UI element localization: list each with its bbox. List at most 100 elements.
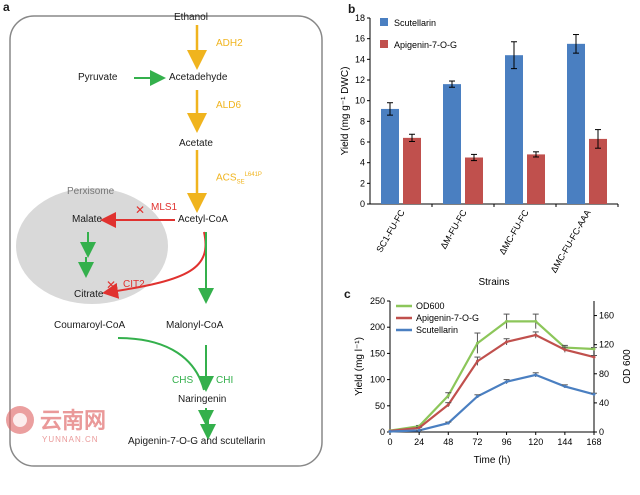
y-tick-label: 2 (360, 178, 365, 188)
metabolite-malonyl-coa: Malonyl-CoA (166, 320, 224, 331)
enzyme-acs: ACSSEL641P (216, 172, 262, 186)
enzyme-mls1: MLS1 (151, 202, 178, 213)
enzyme-chs: CHS (172, 375, 194, 386)
metabolite-naringenin: Naringenin (178, 394, 227, 405)
enzyme-chi: CHI (216, 375, 234, 386)
data-point (475, 359, 479, 363)
legend-label: Scutellarin (416, 325, 458, 335)
data-point (446, 394, 450, 398)
enzyme-adh2: ADH2 (216, 38, 243, 49)
bar (465, 157, 483, 204)
x-tick-label: 24 (414, 437, 424, 447)
data-point (475, 394, 479, 398)
svg-text:云南网: 云南网 (40, 408, 106, 433)
y2-tick-label: 80 (599, 369, 609, 379)
metabolite-acetyl-coa: Acetyl-CoA (178, 214, 229, 225)
metabolite-malate: Malate (72, 214, 103, 225)
bar (443, 84, 461, 204)
x-tick-label: 72 (472, 437, 482, 447)
series-line (389, 320, 595, 432)
legend-swatch (380, 18, 388, 26)
line-chart: 0 50 100 150 200 250 0 40 80 120 160 0 24 48 72 96 120 14… (354, 296, 633, 466)
legend-swatch (380, 40, 388, 48)
data-point (475, 341, 479, 345)
x-tick-label: 144 (557, 437, 572, 447)
y-tick-label: 150 (370, 348, 385, 358)
data-point (505, 380, 509, 384)
panel-b-label: b (348, 2, 356, 16)
data-point (592, 355, 596, 359)
watermark-logo-icon: 云南网 YUNNAN.CN (6, 406, 106, 444)
metabolite-ethanol: Ethanol (174, 12, 208, 23)
metabolite-coumaroyl-coa: Coumaroyl-CoA (54, 320, 126, 331)
data-point (505, 319, 509, 323)
data-point (534, 333, 538, 337)
data-point (534, 319, 538, 323)
bar (527, 154, 545, 204)
metabolite-acetate: Acetate (179, 138, 213, 149)
data-point (505, 340, 509, 344)
data-point (563, 348, 567, 352)
y2-axis-title: OD 600 (622, 349, 633, 384)
x-tick-label: 120 (528, 437, 543, 447)
y-tick-label: 4 (360, 158, 365, 168)
y2-tick-label: 40 (599, 398, 609, 408)
panel-c-label: c (344, 287, 351, 301)
bar (403, 137, 421, 204)
y-tick-label: 200 (370, 322, 385, 332)
x-tick-label: SC1-FU-FC (374, 208, 407, 255)
enzyme-ald6: ALD6 (216, 100, 242, 111)
data-point (563, 384, 567, 388)
series-line (389, 373, 595, 433)
y-tick-label: 10 (355, 96, 365, 106)
x-tick-label: 48 (443, 437, 453, 447)
metabolite-pyruvate: Pyruvate (78, 72, 118, 83)
metabolite-products: Apigenin-7-O-G and scutellarin (128, 436, 266, 447)
y-tick-label: 0 (360, 199, 365, 209)
y-tick-label: 100 (370, 375, 385, 385)
legend-label: OD600 (416, 301, 445, 311)
x-mark-mls1: ✕ (135, 203, 145, 217)
y-tick-label: 16 (355, 34, 365, 44)
svg-text:YUNNAN.CN: YUNNAN.CN (42, 435, 99, 444)
x-tick-label: 0 (387, 437, 392, 447)
y-tick-label: 6 (360, 137, 365, 147)
x-tick-label: ΔM-FU-FC (438, 208, 469, 251)
panel-a-label: a (3, 0, 10, 14)
x-tick-label: ΔMC-FU-FC-AAA (549, 208, 593, 275)
y2-tick-label: 120 (599, 340, 614, 350)
x-axis-title: Strains (478, 277, 509, 288)
y-tick-label: 18 (355, 13, 365, 23)
metabolite-acetadehyde: Acetadehyde (169, 72, 228, 83)
y2-tick-label: 0 (599, 427, 604, 437)
data-point (592, 392, 596, 396)
x-mark-cit2: ✕ (106, 278, 116, 292)
bar (381, 108, 399, 204)
compartment-label: Perxisome (67, 186, 115, 197)
data-point (534, 373, 538, 377)
metabolite-citrate: Citrate (74, 289, 104, 300)
legend-label: Apigenin-7-O-G (416, 313, 479, 323)
bar (505, 55, 523, 205)
bar-chart: 0 2 4 6 8 10 12 14 16 18 SC1-FU-FC ΔM-FU-FC ΔMC-FU-F… (340, 13, 619, 288)
cell-boundary (9, 15, 323, 467)
legend-label: Scutellarin (394, 18, 436, 28)
y-tick-label: 250 (370, 296, 385, 306)
y-axis-title: Yield (mg g⁻¹ DWC) (340, 67, 351, 156)
series-line (389, 333, 595, 433)
y-tick-label: 50 (375, 401, 385, 411)
y-axis-title: Yield (mg l⁻¹) (354, 337, 365, 396)
y-tick-label: 14 (355, 54, 365, 64)
x-tick-label: 96 (502, 437, 512, 447)
data-point (446, 403, 450, 407)
data-point (417, 428, 421, 432)
y-tick-label: 0 (380, 427, 385, 437)
y-tick-label: 8 (360, 116, 365, 126)
x-axis-title: Time (h) (474, 455, 511, 466)
watermark: 云南网 YUNNAN.CN (2, 398, 132, 453)
y2-tick-label: 160 (599, 311, 614, 321)
data-point (446, 421, 450, 425)
bar (567, 43, 585, 205)
